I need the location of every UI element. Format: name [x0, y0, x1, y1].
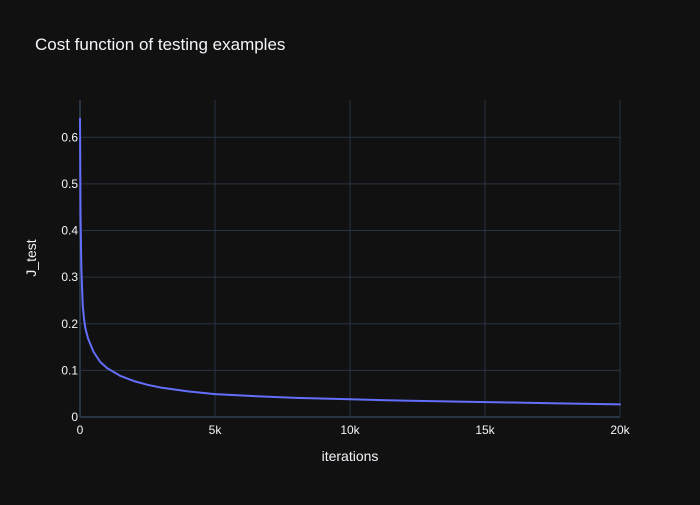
y-axis-label: J_test — [23, 239, 39, 276]
y-tick-label: 0.4 — [61, 224, 78, 238]
x-tick-label: 20k — [610, 423, 630, 437]
y-tick-label: 0.5 — [61, 177, 78, 191]
y-tick-label: 0.3 — [61, 270, 78, 284]
y-tick-label: 0.6 — [61, 130, 78, 144]
grid-layer — [79, 100, 621, 418]
x-tick-label: 10k — [340, 423, 360, 437]
series-layer[interactable] — [79, 117, 621, 406]
y-tick-label: 0.2 — [61, 317, 78, 331]
x-axis-label: iterations — [322, 448, 379, 464]
series-line[interactable] — [79, 117, 621, 406]
x-tick-label: 5k — [209, 423, 223, 437]
x-tick-label: 0 — [77, 423, 84, 437]
y-tick-label: 0 — [71, 410, 78, 424]
x-tick-label: 15k — [475, 423, 495, 437]
tick-labels: 0 0.1 0.2 0.3 0.4 0.5 0.6 0 5k 10k 15k 20k — [61, 130, 630, 437]
y-tick-label: 0.1 — [61, 363, 78, 377]
chart-title: Cost function of testing examples — [35, 35, 285, 54]
